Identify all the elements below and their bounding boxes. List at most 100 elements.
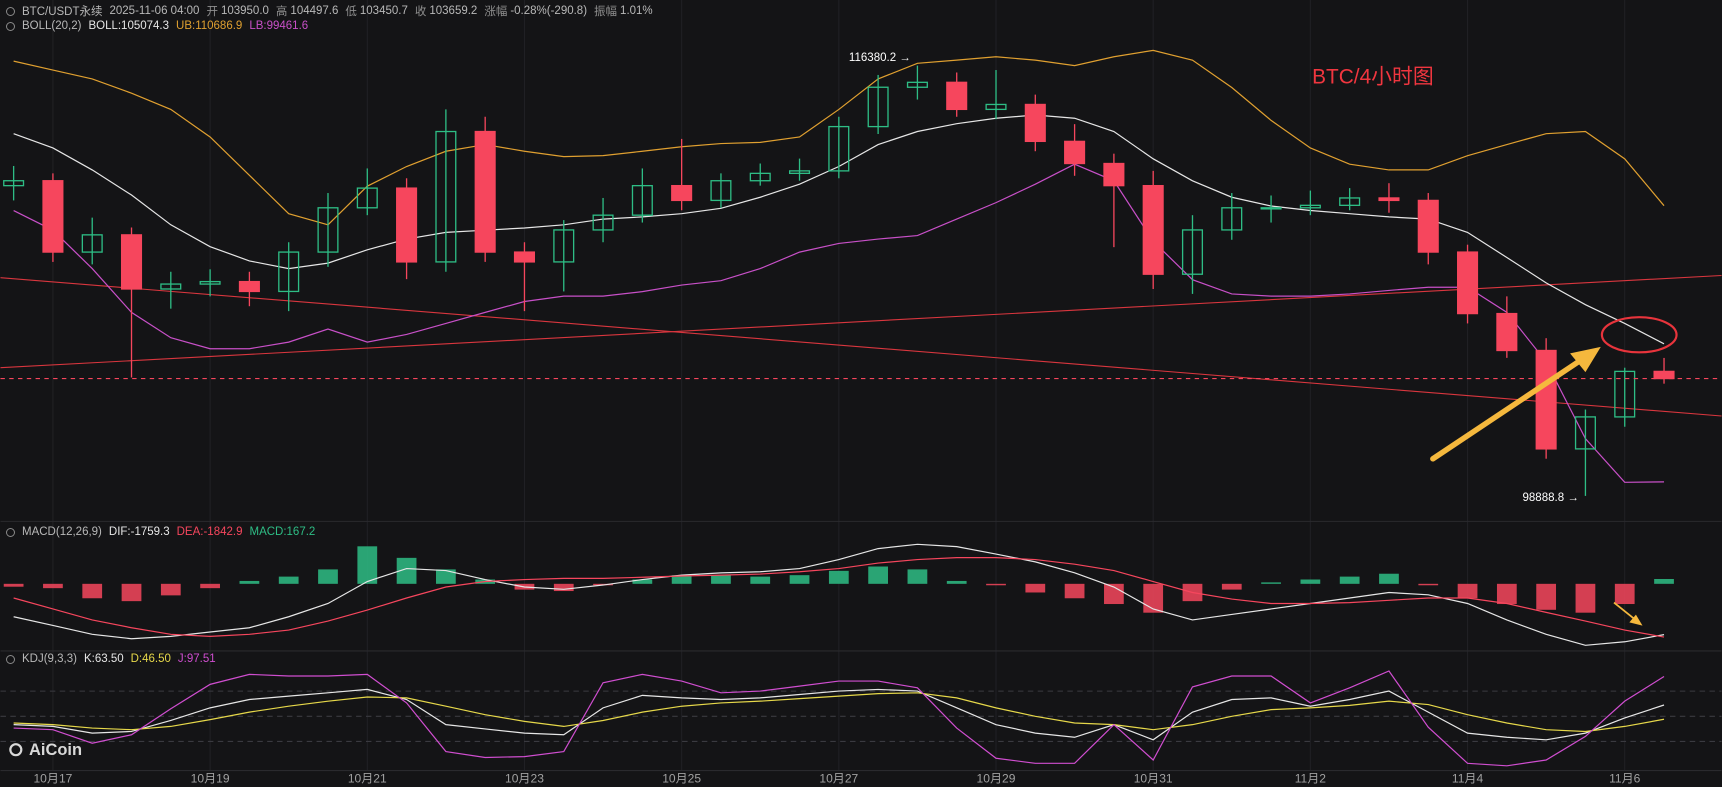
candle-body — [356, 187, 378, 209]
macd-bar — [1457, 583, 1478, 599]
legend-entry: LB:99461.6 — [249, 20, 309, 32]
candle-body — [435, 130, 457, 263]
macd-bar — [868, 566, 889, 584]
macd-bar — [318, 569, 338, 584]
macd-bar — [121, 583, 142, 602]
candle-body — [1496, 312, 1518, 352]
candle-body — [1024, 103, 1046, 143]
trend-line — [0, 277, 1722, 417]
macd-bar — [1104, 583, 1124, 605]
macd-bar — [435, 569, 456, 584]
candle-body — [906, 81, 928, 88]
macd-bar — [828, 570, 849, 584]
arrow-shaft — [1430, 357, 1584, 462]
candle-body — [1260, 207, 1282, 210]
boll-legend: BOLL(20,2) BOLL:105074.3 UB:110686.9 LB:994… — [6, 20, 308, 32]
macd-bar — [239, 580, 260, 584]
macd-bar — [671, 575, 692, 584]
macd-bar — [1300, 579, 1321, 584]
candle-body — [1417, 199, 1439, 253]
legend-entry: DEA:-1842.9 — [176, 526, 243, 538]
legend-entry: K:63.50 — [83, 653, 124, 665]
macd-bar — [357, 546, 378, 584]
macd-bar — [43, 583, 63, 589]
macd-bar — [711, 575, 731, 584]
x-tick-label: 10月21 — [348, 772, 387, 786]
field-value: 103950.0 — [220, 5, 269, 17]
candle-body — [867, 86, 889, 128]
candle-body — [828, 125, 850, 172]
indicator-name: MACD(12,26,9) — [22, 526, 102, 538]
symbol: BTC/USDT永续 — [22, 6, 103, 18]
field-value: 103450.7 — [359, 5, 408, 17]
candle-body — [749, 172, 771, 182]
kdj-line — [13, 692, 1665, 733]
macd-bar — [200, 583, 220, 589]
candle-body — [42, 180, 64, 253]
macd-bar — [946, 580, 967, 584]
macd-bar — [1614, 583, 1635, 605]
arrow-head — [1629, 614, 1643, 626]
candle-body — [317, 207, 339, 253]
field-value: 104497.6 — [290, 5, 339, 17]
candle-body — [396, 187, 418, 263]
boll-line — [13, 49, 1665, 226]
highlight-ellipse — [1600, 316, 1678, 354]
x-tick-label: 10月25 — [662, 772, 701, 786]
candle-body — [631, 184, 653, 216]
candle-body — [710, 180, 732, 202]
field-label: 振幅 — [594, 6, 618, 18]
candle-body — [1653, 370, 1675, 380]
macd-bar — [396, 557, 417, 584]
macd-bar — [1064, 583, 1085, 599]
field-value: 1.01% — [620, 5, 653, 17]
x-tick-label: 11月2 — [1295, 772, 1327, 786]
candle-body — [1103, 162, 1125, 187]
candle-body — [1181, 229, 1204, 275]
candle-body — [671, 184, 693, 202]
candle-body — [788, 170, 811, 175]
indicator-name: KDJ(9,3,3) — [22, 653, 77, 665]
legend-entry: DIF:-1759.3 — [108, 526, 170, 538]
arrow-shaft — [1613, 601, 1637, 621]
extreme-label: 116380.2 → — [849, 52, 911, 64]
x-tick-label: 11月4 — [1452, 772, 1484, 786]
logo-icon — [9, 743, 23, 757]
legend-entry: UB:110686.9 — [176, 20, 243, 32]
legend-icon — [6, 654, 15, 664]
legend-entry: J:97.51 — [177, 653, 216, 665]
legend-entry: BOLL:105074.3 — [88, 20, 170, 32]
candle-body — [1142, 184, 1164, 275]
candle-body — [1064, 140, 1086, 165]
candle-body — [120, 234, 143, 290]
trend-line — [0, 274, 1722, 369]
legend-entry: MACD:167.2 — [249, 526, 316, 538]
trend-lines — [0, 274, 1722, 417]
macd-bar — [82, 583, 103, 599]
field-label: 收 — [414, 6, 427, 18]
candle-body — [1614, 370, 1636, 418]
candle-body — [1574, 416, 1596, 450]
field-label: 高 — [275, 6, 288, 18]
macd-bar — [160, 583, 181, 596]
annotations: BTC/4小时图 AiCoin — [9, 65, 1678, 759]
candle-body — [946, 81, 968, 111]
field-label: 涨幅 — [484, 6, 508, 18]
chart-annotation: BTC/4小时图 — [1312, 65, 1434, 88]
macd-bar — [553, 583, 574, 592]
macd-bar — [1418, 583, 1439, 586]
indicator-name: BOLL(20,2) — [22, 20, 82, 32]
price-header: BTC/USDT永续 2025-11-06 04:00 开 103950.0 高 1044… — [6, 3, 653, 19]
candle-body — [985, 103, 1007, 111]
macd-bar — [278, 576, 299, 584]
candle-body — [3, 180, 25, 187]
x-tick-label: 10月31 — [1134, 772, 1173, 786]
candle-body — [513, 251, 536, 263]
time: 2025-11-06 04:00 — [109, 5, 200, 17]
legend-icon — [6, 6, 15, 16]
extreme-label: 98888.8 → — [1523, 492, 1579, 504]
candle-body — [1535, 349, 1557, 450]
x-tick-label: 10月27 — [819, 772, 858, 786]
macd-bar — [1221, 583, 1242, 590]
